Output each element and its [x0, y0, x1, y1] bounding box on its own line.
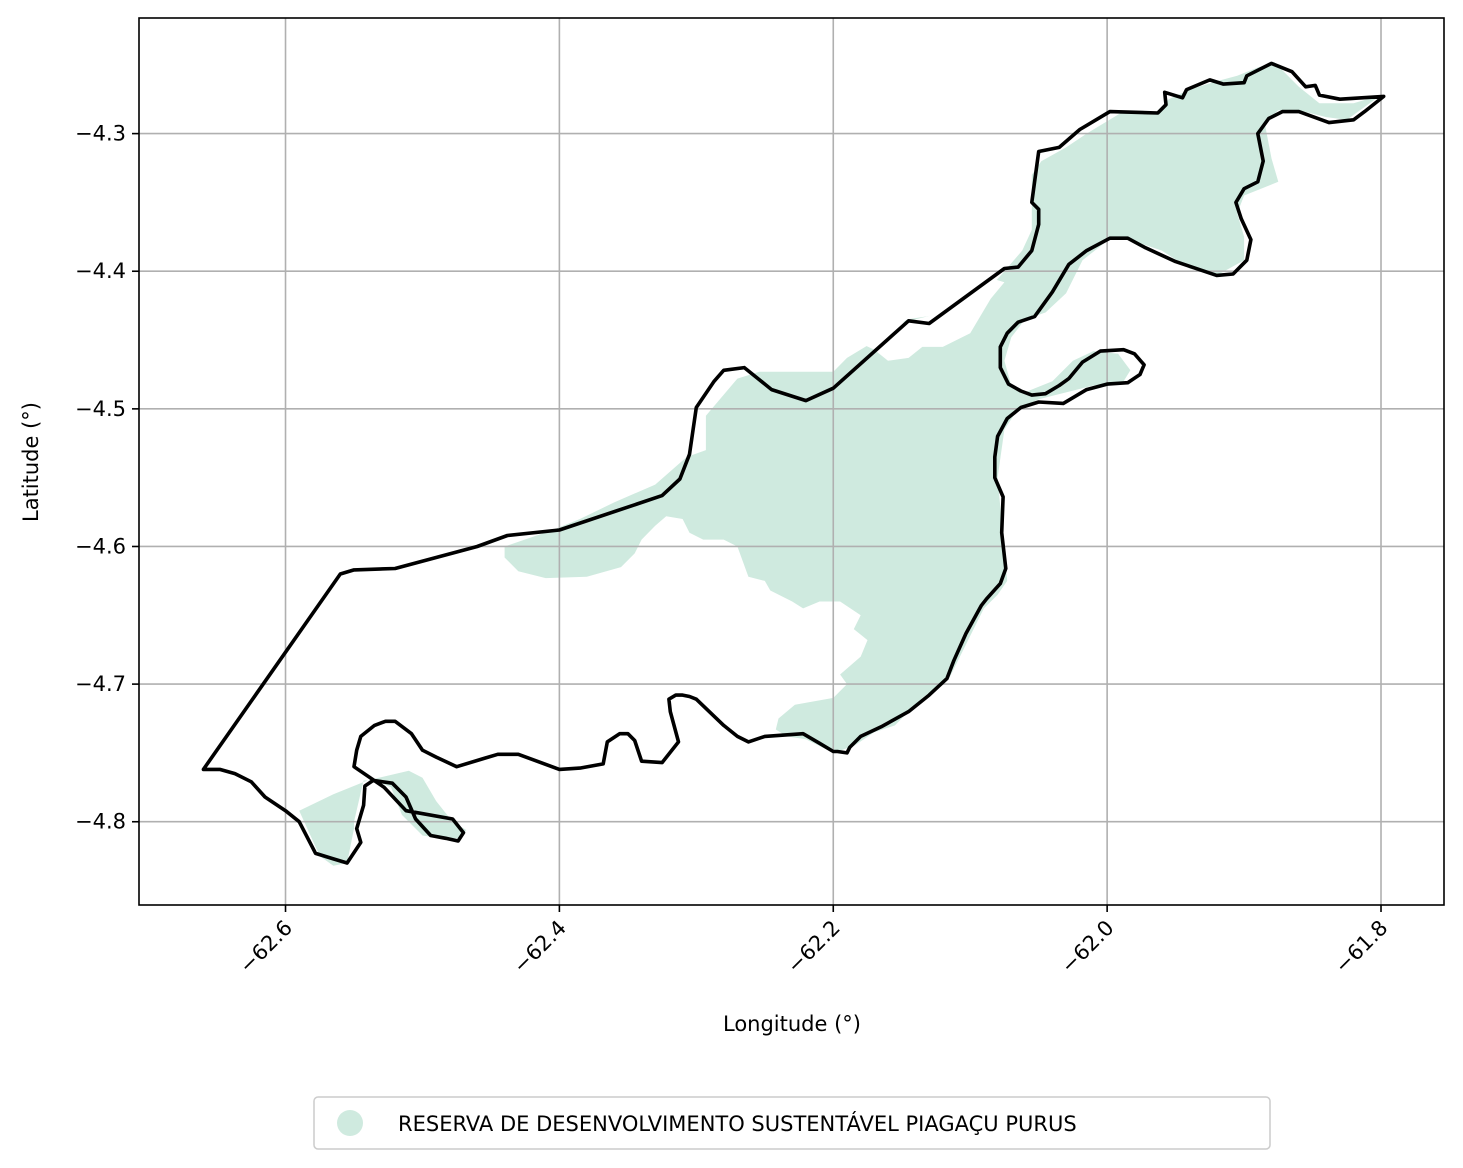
plot-area — [139, 18, 1444, 905]
y-axis-label: Latitude (°) — [19, 402, 43, 522]
legend-label: RESERVA DE DESENVOLVIMENTO SUSTENTÁVEL P… — [398, 1111, 1077, 1136]
y-tick-label: −4.6 — [75, 534, 126, 558]
axes-frame — [138, 17, 1445, 906]
y-tick-label: −4.8 — [75, 810, 126, 834]
legend-box — [313, 1096, 1271, 1150]
reserve-area-1 — [504, 62, 1382, 753]
y-tick-label: −4.3 — [75, 122, 126, 146]
legend-marker — [337, 1110, 363, 1136]
x-axis-label: Longitude (°) — [723, 1012, 861, 1036]
map-content — [139, 18, 1444, 905]
y-tick-label: −4.5 — [75, 397, 126, 421]
x-tick-label: −62.4 — [508, 916, 570, 978]
reserve-hole-1 — [853, 278, 1005, 361]
y-tick-label: −4.4 — [75, 259, 126, 283]
x-tick-label: −62.0 — [1056, 916, 1118, 978]
y-tick-label: −4.7 — [75, 672, 126, 696]
reserve-area-2 — [299, 770, 467, 866]
legend: RESERVA DE DESENVOLVIMENTO SUSTENTÁVEL P… — [313, 1096, 1271, 1150]
x-tick-label: −62.2 — [782, 916, 844, 978]
x-tick-label: −61.8 — [1330, 916, 1392, 978]
x-tick-label: −62.6 — [235, 916, 297, 978]
region-boundary — [201, 61, 1386, 865]
